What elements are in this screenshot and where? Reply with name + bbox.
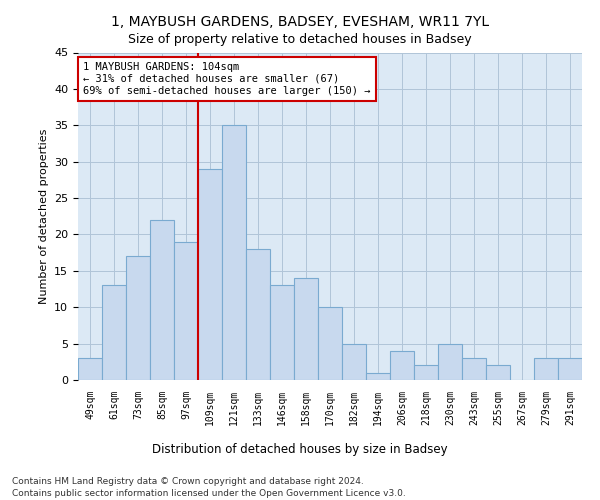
Bar	[558, 358, 582, 380]
Text: Distribution of detached houses by size in Badsey: Distribution of detached houses by size …	[152, 442, 448, 456]
Bar	[486, 366, 510, 380]
Bar	[270, 286, 294, 380]
Text: Contains public sector information licensed under the Open Government Licence v3: Contains public sector information licen…	[12, 489, 406, 498]
Bar	[246, 249, 270, 380]
Bar	[78, 358, 102, 380]
Text: Contains HM Land Registry data © Crown copyright and database right 2024.: Contains HM Land Registry data © Crown c…	[12, 478, 364, 486]
Bar	[366, 372, 390, 380]
Bar	[534, 358, 558, 380]
Text: Size of property relative to detached houses in Badsey: Size of property relative to detached ho…	[128, 32, 472, 46]
Bar	[102, 286, 126, 380]
Y-axis label: Number of detached properties: Number of detached properties	[38, 128, 49, 304]
Bar	[294, 278, 318, 380]
Bar	[342, 344, 366, 380]
Bar	[462, 358, 486, 380]
Bar	[150, 220, 174, 380]
Bar	[438, 344, 462, 380]
Bar	[198, 169, 222, 380]
Text: 1 MAYBUSH GARDENS: 104sqm
← 31% of detached houses are smaller (67)
69% of semi-: 1 MAYBUSH GARDENS: 104sqm ← 31% of detac…	[83, 62, 371, 96]
Bar	[318, 307, 342, 380]
Bar	[390, 351, 414, 380]
Bar	[222, 126, 246, 380]
Bar	[414, 366, 438, 380]
Bar	[174, 242, 198, 380]
Text: 1, MAYBUSH GARDENS, BADSEY, EVESHAM, WR11 7YL: 1, MAYBUSH GARDENS, BADSEY, EVESHAM, WR1…	[111, 15, 489, 29]
Bar	[126, 256, 150, 380]
